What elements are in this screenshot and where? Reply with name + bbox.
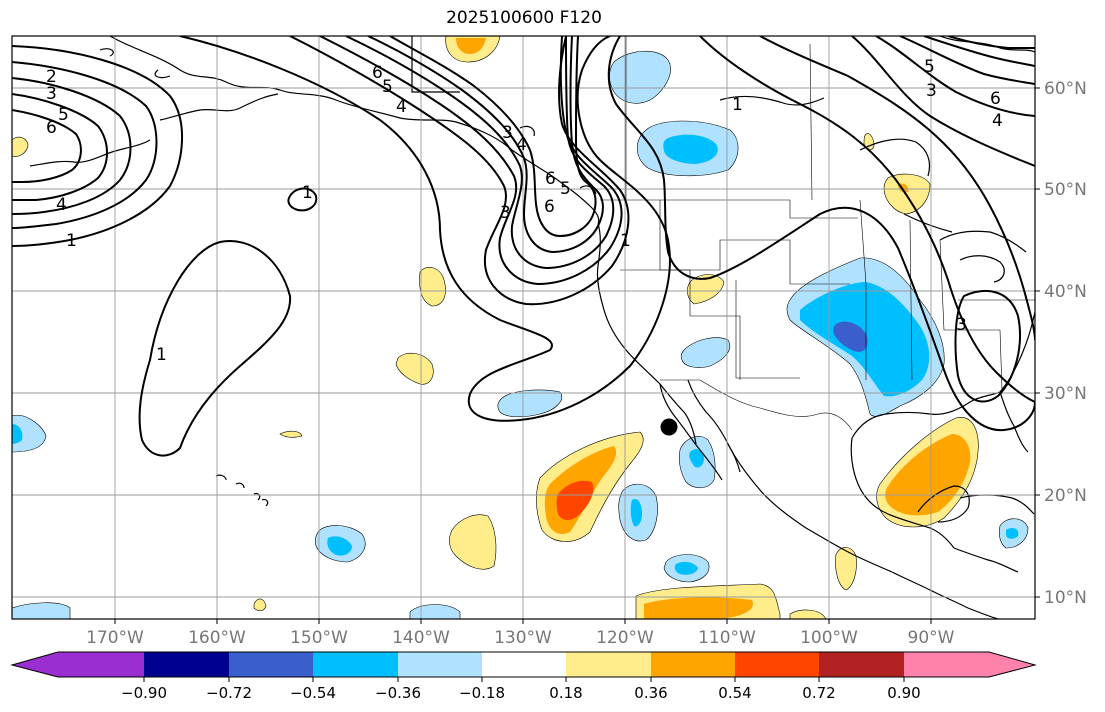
contour-label: 1 [732,95,743,115]
latitude-labels: 60°N 50°N 40°N 30°N 20°N 10°N [1044,79,1087,608]
contour-label: 4 [56,195,67,215]
lon-label: 140°W [392,628,450,648]
fill-neg-south-2 [12,602,71,619]
colorbar-bin [398,652,482,677]
contour-label: 6 [545,169,556,189]
plot-title: 2025100600 F120 [446,8,602,28]
contour-label: 5 [924,57,935,77]
colorbar-extend-high [989,652,1035,677]
fill-pos-hawaii-west [279,430,303,438]
colorbar-bin [566,652,651,677]
contour-label: 3 [46,84,57,104]
lat-label: 60°N [1044,79,1087,99]
fill-neg-hawaii-far [12,414,47,453]
colorbar-tick-label: −0.36 [375,684,421,702]
axis-ticks [114,87,1040,624]
contour-label: 3 [500,203,511,223]
colorbar-tick-label: −0.54 [290,684,336,702]
contour-label: 5 [382,77,393,97]
contour-label: 6 [46,118,57,138]
fill-neg-baja [497,389,562,418]
fill-pos-pac-18 [449,514,497,570]
lon-label: 120°W [596,628,654,648]
colorbar-tick-label: −0.90 [121,684,167,702]
lat-label: 10°N [1044,588,1087,608]
lat-label: 50°N [1044,180,1087,200]
colorbar-outline [10,651,1037,678]
lon-label: 130°W [494,628,552,648]
contour-label: 6 [372,63,383,83]
lon-label: 110°W [698,628,756,648]
colorbar-bin [819,652,904,677]
contour-label: 5 [560,179,571,199]
contour-label: 1 [302,183,313,203]
colorbar-bin [482,652,566,677]
lon-label: 90°W [908,628,955,648]
colorbar-tick-label: −0.18 [459,684,505,702]
fill-pos-pac-33 [395,352,434,385]
fill-neg-south-1 [409,604,461,619]
colorbar: −0.90 −0.72 −0.54 −0.36 −0.18 0.18 0.36 … [10,651,1037,702]
colorbar-extend-low [12,652,58,677]
colorbar-bin [229,652,313,677]
fill-pos-central-am [835,547,857,591]
lat-label: 20°N [1044,486,1087,506]
fill-neg-nm [680,337,730,368]
colorbar-tick-label: 0.90 [887,684,920,702]
contour-label: 6 [990,89,1001,109]
contour-label: 3 [926,81,937,101]
colorbar-tick-label: 0.36 [634,684,667,702]
fill-pos-ak-pac [12,136,29,157]
contour-label: 6 [544,197,555,217]
contour-label: 1 [620,231,631,251]
contour-label: 4 [992,111,1003,131]
fill-pos-hawaii-south [253,598,267,612]
colorbar-bin [313,652,398,677]
lon-label: 100°W [800,628,858,648]
contour-label: 2 [46,67,57,87]
colorbar-bin [651,652,735,677]
colorbar-tick-label: 0.54 [718,684,751,702]
contour-label: 4 [516,135,527,155]
colorbar-bin [735,652,819,677]
height-contours [12,36,1035,457]
fill-pos-pac-40 [419,267,446,307]
colorbar-tick-label: 0.18 [549,684,582,702]
lon-label: 160°W [188,628,246,648]
contour-label: 1 [66,231,77,251]
lat-label: 40°N [1044,282,1087,302]
storm-center-dot [660,418,678,436]
colorbar-bin [144,652,229,677]
lon-label: 170°W [86,628,144,648]
lat-label: 30°N [1044,384,1087,404]
longitude-labels: 170°W 160°W 150°W 140°W 130°W 120°W 110°… [86,628,955,648]
lon-label: 150°W [290,628,348,648]
contour-label: 4 [396,97,407,117]
colorbar-bin [904,652,989,677]
map-panel: 2 3 5 6 4 1 1 1 6 5 4 3 6 1 6 5 4 3 1 3 … [12,36,1035,619]
fill-pos-nevada [687,274,725,305]
contour-label: 3 [502,123,513,143]
contour-label: 5 [58,105,69,125]
colorbar-bin [58,652,144,677]
contour-labels: 2 3 5 6 4 1 1 1 6 5 4 3 6 1 6 5 4 3 1 3 … [46,57,1003,365]
contour-label: 3 [956,315,967,335]
colorbar-tick-label: −0.72 [206,684,252,702]
coastlines [29,36,1035,619]
contour-label: 1 [156,345,167,365]
colorbar-tick-label: 0.72 [802,684,835,702]
